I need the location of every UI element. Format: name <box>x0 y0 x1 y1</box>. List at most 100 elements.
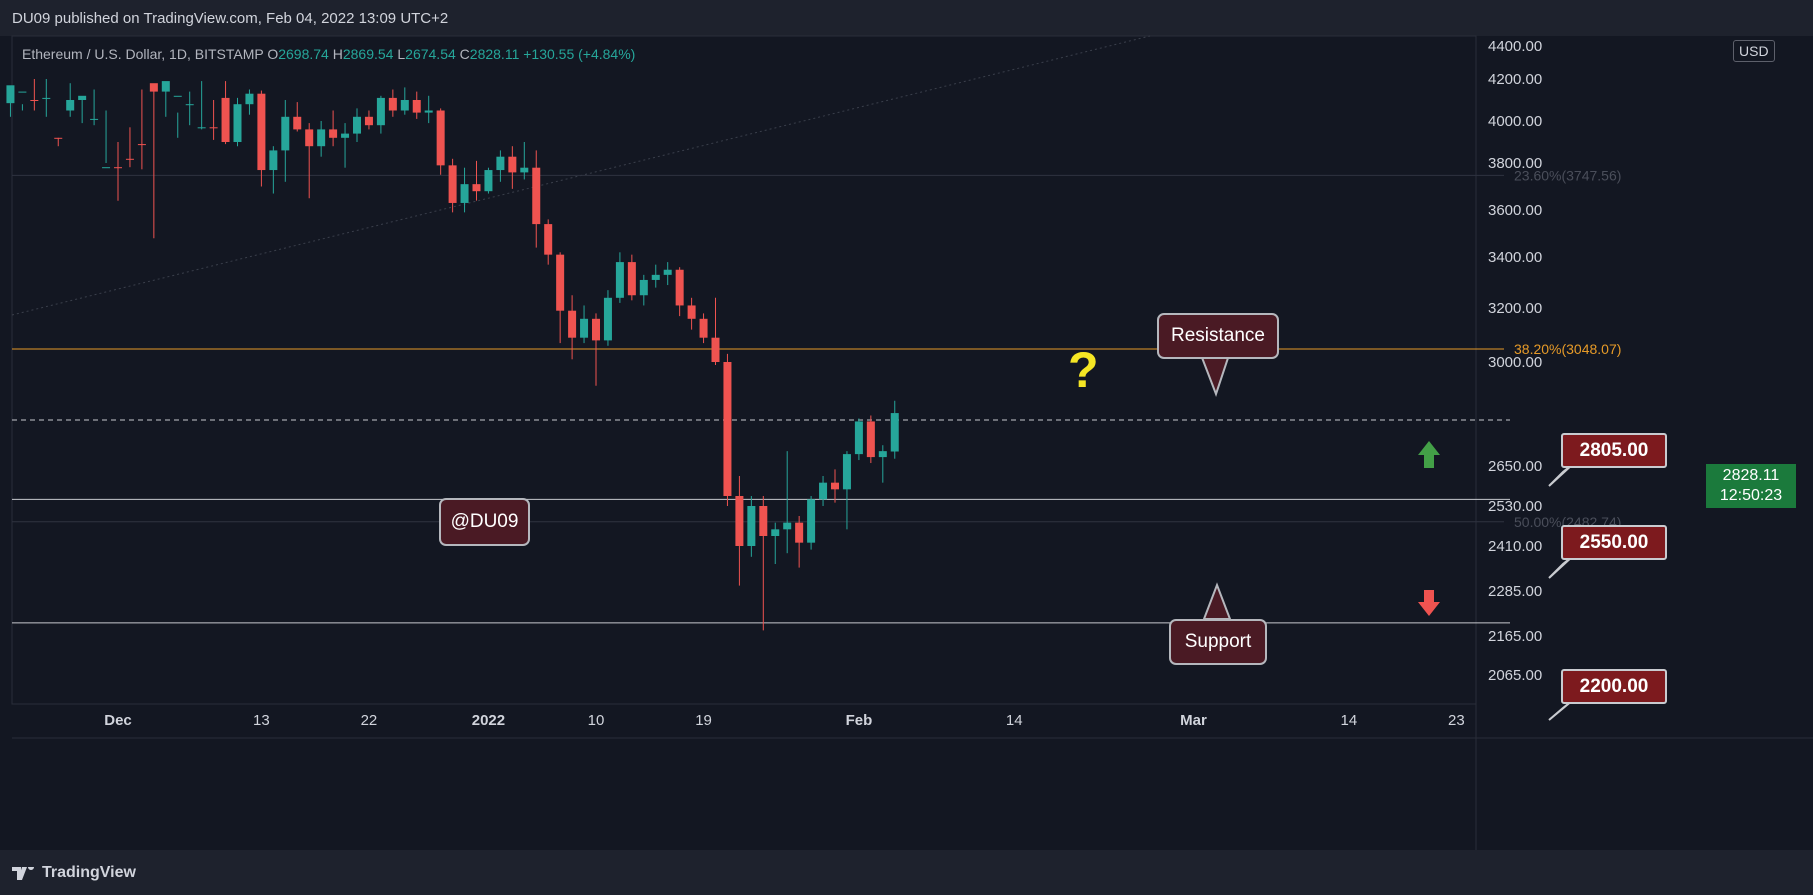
y-tick-label: 2165.00 <box>1488 628 1542 645</box>
candle-body <box>329 129 338 138</box>
close-value: 2828.11 <box>469 46 520 62</box>
candle-body <box>556 254 565 311</box>
candle-body <box>197 127 206 129</box>
candle-body <box>18 91 27 93</box>
price-tag-2550[interactable]: 2550.00 <box>1561 525 1667 560</box>
candle-body <box>137 144 146 146</box>
x-tick-label: 13 <box>253 712 270 729</box>
candle-body <box>639 279 648 296</box>
candle-body <box>364 116 373 126</box>
question-mark: ? <box>1068 342 1099 398</box>
candle-body <box>603 297 612 341</box>
ohlc-legend: Ethereum / U.S. Dollar, 1D, BITSTAMP O26… <box>22 46 635 62</box>
currency-button[interactable]: USD <box>1733 40 1775 62</box>
resistance-callout[interactable]: Resistance <box>1157 313 1279 359</box>
candle-body <box>592 318 600 341</box>
candle-body <box>257 93 266 171</box>
candle-countdown: 12:50:23 <box>1719 487 1783 504</box>
candle-body <box>759 506 768 536</box>
y-tick-label: 3400.00 <box>1488 249 1542 266</box>
low-value: 2674.54 <box>405 46 456 62</box>
tradingview-logo[interactable]: TradingView <box>12 863 136 882</box>
candle-body <box>185 104 194 106</box>
y-tick-label: 3800.00 <box>1488 155 1542 172</box>
candle-body <box>341 133 350 138</box>
candle-body <box>747 506 756 546</box>
open-value: 2698.74 <box>278 46 329 62</box>
candle-body <box>627 262 636 296</box>
y-tick-label: 4400.00 <box>1488 38 1542 55</box>
candle-body <box>305 129 314 147</box>
candle-body <box>281 116 290 151</box>
y-tick-label: 3600.00 <box>1488 202 1542 219</box>
candle-body <box>771 529 780 536</box>
candle-body <box>699 318 708 338</box>
candle-body <box>460 184 469 203</box>
x-tick-label: Feb <box>846 712 873 729</box>
candle-body <box>317 129 326 147</box>
candle-body <box>795 522 804 543</box>
y-tick-label: 4000.00 <box>1488 113 1542 130</box>
candle-body <box>675 269 684 306</box>
down-arrow-icon <box>1418 590 1440 616</box>
price-tag-2200[interactable]: 2200.00 <box>1561 669 1667 704</box>
high-value: 2869.54 <box>342 46 394 62</box>
candle-body <box>269 150 278 171</box>
tradingview-logo-icon <box>12 863 36 880</box>
y-tick-label: 3000.00 <box>1488 354 1542 371</box>
symbol-label[interactable]: Ethereum / U.S. Dollar, 1D, BITSTAMP <box>22 46 264 62</box>
candle-body <box>436 110 445 166</box>
x-tick-label: 2022 <box>472 712 505 729</box>
y-tick-label: 2650.00 <box>1488 458 1542 475</box>
y-tick-label: 2065.00 <box>1488 667 1542 684</box>
candle-body <box>149 83 158 92</box>
candle-body <box>663 269 672 275</box>
open-label: O <box>267 46 279 62</box>
low-label: L <box>397 46 406 62</box>
x-tick-label: 14 <box>1006 712 1023 729</box>
x-tick-label: 10 <box>588 712 605 729</box>
candle-body <box>412 100 421 113</box>
candle-body <box>854 421 863 455</box>
y-tick-label: 2410.00 <box>1488 538 1542 555</box>
y-tick-label: 3200.00 <box>1488 300 1542 317</box>
x-tick-label: 19 <box>695 712 712 729</box>
price-tag-2805[interactable]: 2805.00 <box>1561 433 1667 468</box>
candle-body <box>400 100 409 111</box>
change-value: +130.55 (+4.84%) <box>523 46 636 62</box>
x-tick-label: Dec <box>104 712 132 729</box>
candle-body <box>484 170 493 192</box>
price-tag-leader <box>1548 555 1574 579</box>
author-watermark: @DU09 <box>439 498 530 546</box>
candle-body <box>472 184 481 192</box>
candle-body <box>102 167 111 169</box>
candle-body <box>831 482 839 490</box>
candle-body <box>687 305 696 319</box>
candle-body <box>866 421 875 458</box>
support-callout[interactable]: Support <box>1169 619 1267 665</box>
resistance-callout-pointer <box>1199 354 1231 397</box>
candle-body <box>878 451 887 458</box>
candle-body <box>221 97 230 142</box>
support-callout-pointer <box>1202 582 1232 620</box>
candle-body <box>520 167 529 173</box>
y-tick-label: 2530.00 <box>1488 498 1542 515</box>
candle-body <box>173 95 182 97</box>
candle-body <box>783 522 792 530</box>
close-label: C <box>459 46 470 62</box>
candle-body <box>161 81 170 92</box>
fib-level-label: 38.20%(3048.07) <box>1514 341 1621 357</box>
candle-body <box>353 116 361 134</box>
candle-body <box>544 224 553 255</box>
current-price: 2828.11 <box>1722 467 1780 484</box>
x-tick-label: 22 <box>361 712 378 729</box>
y-tick-label: 2285.00 <box>1488 583 1542 600</box>
candle-body <box>42 97 51 99</box>
candle-body <box>388 97 397 111</box>
candle-body <box>568 310 577 338</box>
candle-body <box>125 158 134 160</box>
bottom-bar: TradingView <box>0 850 1813 895</box>
candle-body <box>615 262 624 298</box>
candle-body <box>819 482 828 500</box>
